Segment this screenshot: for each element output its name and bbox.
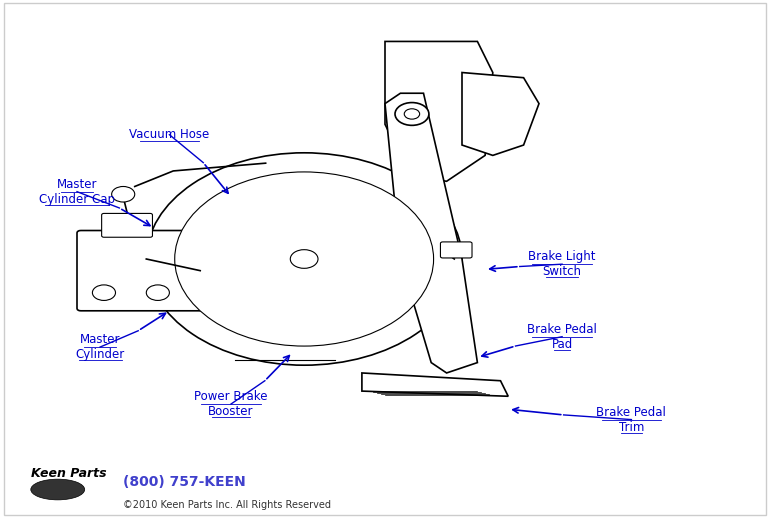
Polygon shape (385, 93, 477, 373)
Text: (800) 757-KEEN: (800) 757-KEEN (123, 474, 246, 489)
Ellipse shape (31, 479, 85, 500)
Text: Brake Light
Switch: Brake Light Switch (528, 250, 596, 278)
Polygon shape (362, 373, 508, 396)
Circle shape (290, 250, 318, 268)
Text: Vacuum Hose: Vacuum Hose (129, 128, 209, 141)
Polygon shape (385, 41, 493, 181)
Circle shape (404, 109, 420, 119)
Text: Brake Pedal
Pad: Brake Pedal Pad (527, 323, 597, 351)
Circle shape (175, 172, 434, 346)
Text: Master
Cylinder: Master Cylinder (75, 333, 125, 361)
Text: Master
Cylinder Cap: Master Cylinder Cap (39, 178, 115, 206)
Text: ©2010 Keen Parts Inc. All Rights Reserved: ©2010 Keen Parts Inc. All Rights Reserve… (123, 500, 331, 510)
Text: Power Brake
Booster: Power Brake Booster (194, 390, 268, 418)
FancyBboxPatch shape (102, 213, 152, 237)
Text: Keen Parts: Keen Parts (31, 467, 106, 481)
Circle shape (146, 285, 169, 300)
Circle shape (112, 186, 135, 202)
Circle shape (395, 103, 429, 125)
Circle shape (146, 153, 462, 365)
Circle shape (92, 285, 115, 300)
Text: Brake Pedal
Trim: Brake Pedal Trim (597, 406, 666, 434)
FancyBboxPatch shape (77, 231, 204, 311)
Polygon shape (462, 73, 539, 155)
FancyBboxPatch shape (440, 242, 472, 258)
